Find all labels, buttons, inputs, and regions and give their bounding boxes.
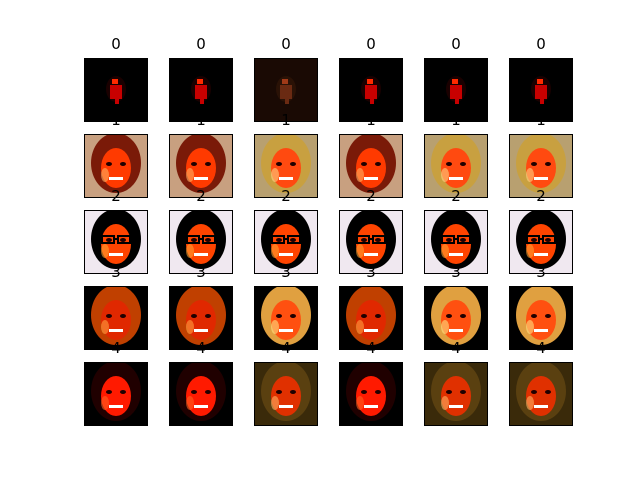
- face-image: [339, 210, 403, 274]
- cell-title: 4: [366, 339, 376, 357]
- cell-title: 2: [451, 187, 461, 205]
- cell-title: 0: [111, 35, 121, 53]
- cell-title: 0: [196, 35, 206, 53]
- face-image: [169, 210, 233, 274]
- face-image: [254, 286, 318, 350]
- face-image: [169, 58, 233, 122]
- face-image: [509, 134, 573, 198]
- cell-title: 3: [196, 263, 206, 281]
- face-image: [169, 362, 233, 426]
- face-image: [254, 58, 318, 122]
- face-image: [339, 362, 403, 426]
- cell-title: 4: [281, 339, 291, 357]
- cell-title: 2: [366, 187, 376, 205]
- face-image: [84, 286, 148, 350]
- face-image: [424, 58, 488, 122]
- cell-title: 3: [451, 263, 461, 281]
- cell-title: 0: [536, 35, 546, 53]
- face-image: [339, 286, 403, 350]
- cell-title: 4: [536, 339, 546, 357]
- face-image: [509, 286, 573, 350]
- face-image: [254, 362, 318, 426]
- face-image: [509, 210, 573, 274]
- cell-title: 1: [366, 111, 376, 129]
- cell-title: 4: [111, 339, 121, 357]
- face-image: [339, 134, 403, 198]
- face-image: [84, 362, 148, 426]
- cell-title: 4: [196, 339, 206, 357]
- face-image: [84, 58, 148, 122]
- face-image: [169, 286, 233, 350]
- cell-title: 2: [536, 187, 546, 205]
- face-image: [254, 134, 318, 198]
- cell-title: 1: [451, 111, 461, 129]
- face-image: [509, 362, 573, 426]
- face-image: [509, 58, 573, 122]
- cell-title: 4: [451, 339, 461, 357]
- face-image: [424, 210, 488, 274]
- face-image: [339, 58, 403, 122]
- cell-title: 1: [536, 111, 546, 129]
- face-image: [84, 210, 148, 274]
- cell-title: 0: [366, 35, 376, 53]
- face-image: [84, 134, 148, 198]
- face-image: [254, 210, 318, 274]
- cell-title: 1: [196, 111, 206, 129]
- cell-title: 3: [281, 263, 291, 281]
- cell-title: 3: [111, 263, 121, 281]
- face-image: [424, 362, 488, 426]
- face-image: [424, 286, 488, 350]
- cell-title: 2: [196, 187, 206, 205]
- cell-title: 1: [281, 111, 291, 129]
- cell-title: 3: [366, 263, 376, 281]
- cell-title: 1: [111, 111, 121, 129]
- face-image: [169, 134, 233, 198]
- face-image: [424, 134, 488, 198]
- cell-title: 3: [536, 263, 546, 281]
- cell-title: 2: [281, 187, 291, 205]
- cell-title: 0: [281, 35, 291, 53]
- cell-title: 2: [111, 187, 121, 205]
- cell-title: 0: [451, 35, 461, 53]
